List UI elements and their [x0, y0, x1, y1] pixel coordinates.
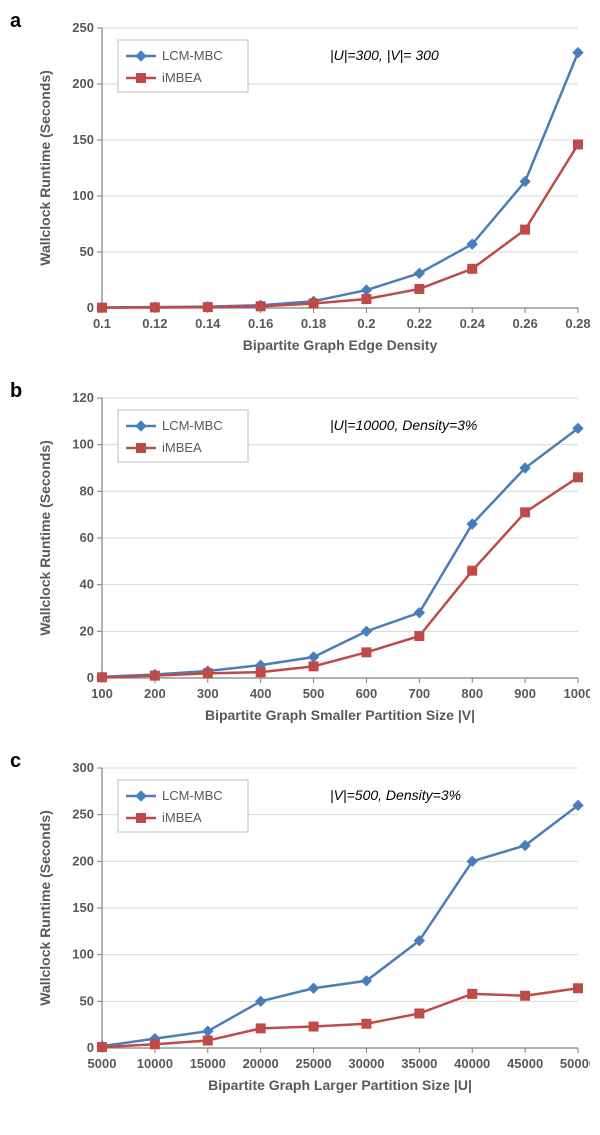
y-tick-label: 0 — [87, 1040, 94, 1055]
y-tick-label: 40 — [80, 577, 94, 592]
chart-panel-b: b 100 200 300 400 500 600 700 800 900 1000 0 20 40 60 8… — [10, 380, 590, 730]
x-tick-label: 15000 — [190, 1056, 226, 1071]
series-iMBEA — [98, 984, 583, 1052]
chart-svg: 5000 10000 15000 20000 25000 30000 35000 40000 4… — [30, 750, 590, 1100]
x-tick-label: 45000 — [507, 1056, 543, 1071]
legend-label: LCM-MBC — [162, 418, 223, 433]
x-tick-label: 0.22 — [407, 316, 432, 331]
x-tick-label: 0.12 — [142, 316, 167, 331]
x-tick-label: 300 — [197, 686, 219, 701]
legend: LCM-MBC iMBEA — [118, 40, 248, 92]
y-tick-label: 100 — [72, 437, 94, 452]
legend-label: LCM-MBC — [162, 48, 223, 63]
x-tick-label: 800 — [461, 686, 483, 701]
y-tick-label: 20 — [80, 623, 94, 638]
x-tick-label: 600 — [356, 686, 378, 701]
x-tick-label: 20000 — [243, 1056, 279, 1071]
x-tick-label: 0.14 — [195, 316, 221, 331]
x-tick-label: 700 — [408, 686, 430, 701]
x-tick-label: 30000 — [348, 1056, 384, 1071]
chart-wrap: 100 200 300 400 500 600 700 800 900 1000 0 20 40 60 80… — [30, 380, 590, 730]
x-tick-label: 35000 — [401, 1056, 437, 1071]
x-tick-label: 0.2 — [357, 316, 375, 331]
x-tick-label: 5000 — [88, 1056, 117, 1071]
x-tick-label: 0.24 — [460, 316, 486, 331]
y-tick-label: 150 — [72, 900, 94, 915]
chart-wrap: 5000 10000 15000 20000 25000 30000 35000 40000 4… — [30, 750, 590, 1100]
x-tick-label: 1000 — [564, 686, 590, 701]
chart-wrap: 0.1 0.12 0.14 0.16 0.18 0.2 0.22 0.24 0.26 0.28 0 5… — [30, 10, 590, 360]
legend-label: LCM-MBC — [162, 788, 223, 803]
legend: LCM-MBC iMBEA — [118, 410, 248, 462]
series-LCM-MBC — [97, 800, 583, 1051]
y-tick-label: 60 — [80, 530, 94, 545]
x-tick-label: 50000 — [560, 1056, 590, 1071]
y-tick-label: 120 — [72, 390, 94, 405]
y-tick-label: 0 — [87, 670, 94, 685]
x-tick-label: 25000 — [295, 1056, 331, 1071]
panel-annotation: |U|=10000, Density=3% — [330, 417, 477, 433]
panel-label: a — [10, 10, 21, 33]
y-tick-label: 250 — [72, 20, 94, 35]
y-tick-label: 100 — [72, 188, 94, 203]
x-axis-title: Bipartite Graph Smaller Partition Size |… — [205, 707, 475, 723]
x-tick-label: 0.1 — [93, 316, 111, 331]
y-axis-title: Wallclock Runtime (Seconds) — [37, 70, 53, 266]
y-tick-label: 250 — [72, 807, 94, 822]
chart-panel-c: c 5000 10000 15000 20000 25000 30000 35000 40000… — [10, 750, 590, 1100]
y-axis-title: Wallclock Runtime (Seconds) — [37, 440, 53, 636]
legend-label: iMBEA — [162, 440, 202, 455]
y-tick-label: 200 — [72, 853, 94, 868]
chart-svg: 0.1 0.12 0.14 0.16 0.18 0.2 0.22 0.24 0.26 0.28 0 5… — [30, 10, 590, 360]
y-tick-label: 80 — [80, 483, 94, 498]
y-tick-label: 100 — [72, 947, 94, 962]
x-tick-label: 0.26 — [512, 316, 537, 331]
y-tick-label: 0 — [87, 300, 94, 315]
legend: LCM-MBC iMBEA — [118, 780, 248, 832]
legend-label: iMBEA — [162, 70, 202, 85]
x-tick-label: 0.28 — [565, 316, 590, 331]
x-tick-label: 200 — [144, 686, 166, 701]
panel-annotation: |V|=500, Density=3% — [330, 787, 461, 803]
x-tick-label: 0.18 — [301, 316, 326, 331]
x-tick-label: 40000 — [454, 1056, 490, 1071]
series-iMBEA — [98, 140, 583, 312]
x-tick-label: 500 — [303, 686, 325, 701]
x-tick-label: 10000 — [137, 1056, 173, 1071]
chart-panel-a: a0.10.120.140.160.180.20.220.240.260.280… — [10, 10, 590, 360]
x-tick-label: 400 — [250, 686, 272, 701]
y-tick-label: 50 — [80, 244, 94, 259]
y-tick-label: 200 — [72, 76, 94, 91]
x-axis-title: Bipartite Graph Larger Partition Size |U… — [208, 1077, 472, 1093]
x-tick-label: 100 — [91, 686, 113, 701]
chart-svg: 100 200 300 400 500 600 700 800 900 1000 0 20 40 60 80… — [30, 380, 590, 730]
panel-label: b — [10, 380, 22, 403]
y-tick-label: 300 — [72, 760, 94, 775]
x-axis-title: Bipartite Graph Edge Density — [243, 337, 438, 353]
y-tick-label: 150 — [72, 132, 94, 147]
y-tick-label: 50 — [80, 993, 94, 1008]
y-axis-title: Wallclock Runtime (Seconds) — [37, 810, 53, 1006]
series-iMBEA — [98, 473, 583, 682]
legend-label: iMBEA — [162, 810, 202, 825]
panel-label: c — [10, 750, 21, 773]
panel-annotation: |U|=300, |V|= 300 — [330, 47, 439, 63]
x-tick-label: 0.16 — [248, 316, 273, 331]
x-tick-label: 900 — [514, 686, 536, 701]
